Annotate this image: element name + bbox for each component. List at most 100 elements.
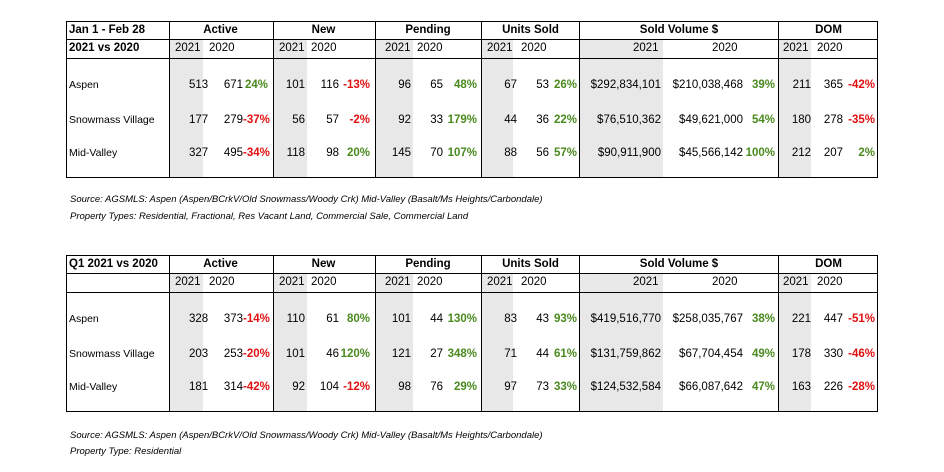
year-header: 2021 — [279, 276, 305, 288]
change-percent: 33% — [553, 381, 577, 393]
value-2021: 97 — [504, 381, 517, 393]
year-header: 2021 — [385, 276, 411, 288]
change-percent: -28% — [848, 381, 875, 393]
value-2021: 71 — [504, 348, 517, 360]
value-2021: $131,759,862 — [590, 348, 661, 360]
value-2020: 46 — [326, 348, 339, 360]
year-header: 2021 — [487, 276, 513, 288]
year-header: 2021 — [783, 276, 809, 288]
value-2020: $49,621,000 — [679, 114, 743, 126]
change-percent: 179% — [447, 114, 477, 126]
column-shade — [273, 274, 307, 411]
change-percent: 107% — [447, 147, 477, 159]
value-2021: $292,834,101 — [590, 79, 661, 91]
value-2020: 98 — [326, 147, 339, 159]
value-2020: 73 — [536, 381, 549, 393]
value-2020: 70 — [430, 147, 443, 159]
period-label: Jan 1 - Feb 28 — [69, 24, 146, 36]
year-header: 2021 — [783, 42, 809, 54]
column-divider — [481, 256, 482, 411]
change-percent: 130% — [447, 313, 477, 325]
value-2020: $67,704,454 — [679, 348, 743, 360]
column-shade — [779, 274, 811, 411]
column-divider — [169, 22, 170, 177]
value-2021: 163 — [791, 381, 811, 393]
value-2020: 365 — [823, 79, 843, 91]
change-percent: -46% — [848, 348, 875, 360]
column-divider — [375, 256, 376, 411]
change-percent: 29% — [453, 381, 477, 393]
column-header-volume: Sold Volume $ — [639, 24, 719, 36]
value-2021: 101 — [285, 79, 305, 91]
column-divider — [273, 22, 274, 177]
change-percent: -37% — [243, 114, 270, 126]
value-2021: 88 — [504, 147, 517, 159]
value-2020: $258,035,767 — [672, 313, 743, 325]
value-2021: 110 — [286, 313, 305, 325]
year-header: 2021 — [175, 42, 201, 54]
value-2020: 116 — [320, 79, 339, 91]
value-2020: 27 — [430, 348, 443, 360]
change-percent: 100% — [745, 147, 775, 159]
column-shade — [779, 40, 811, 177]
column-divider — [169, 256, 170, 411]
year-header: 2020 — [521, 276, 547, 288]
change-percent: -12% — [343, 381, 370, 393]
period-label: Q1 2021 vs 2020 — [69, 258, 158, 270]
row-label: Snowmass Village — [69, 114, 155, 126]
change-percent: 26% — [553, 79, 577, 91]
change-percent: 61% — [553, 348, 577, 360]
value-2020: 61 — [326, 313, 339, 325]
change-percent: 24% — [244, 79, 268, 91]
value-2020: 57 — [326, 114, 339, 126]
change-percent: 48% — [453, 79, 477, 91]
value-2020: 44 — [430, 313, 443, 325]
column-shade — [169, 274, 203, 411]
column-divider — [579, 256, 580, 411]
year-header: 2020 — [712, 42, 738, 54]
change-percent: 2% — [858, 147, 875, 159]
value-2021: 118 — [286, 147, 305, 159]
column-divider — [481, 22, 482, 177]
change-percent: -13% — [343, 79, 370, 91]
change-percent: 57% — [553, 147, 577, 159]
column-header-pending: Pending — [405, 258, 451, 270]
year-header: 2020 — [712, 276, 738, 288]
year-header: 2020 — [209, 42, 235, 54]
year-header: 2020 — [311, 276, 337, 288]
market-stats-table-ytd: Jan 1 - Feb 28 2021 vs 2020 Active 2021 2020… — [66, 21, 878, 178]
header-divider — [67, 292, 877, 293]
year-header: 2020 — [311, 42, 337, 54]
value-2020: $45,566,142 — [679, 147, 743, 159]
year-header: 2021 — [487, 42, 513, 54]
value-2020: 33 — [430, 114, 443, 126]
year-header: 2021 — [633, 276, 659, 288]
market-stats-table-q1: Q1 2021 vs 2020 Active 2021 2020 New 2021 2020… — [66, 255, 878, 412]
value-2021: 121 — [391, 348, 411, 360]
year-header: 2021 — [175, 276, 201, 288]
year-header: 2020 — [521, 42, 547, 54]
row-label: Mid-Valley — [69, 147, 118, 159]
value-2021: 177 — [189, 114, 209, 126]
change-percent: 38% — [751, 313, 775, 325]
value-2020: 447 — [823, 313, 843, 325]
change-percent: 80% — [346, 313, 370, 325]
value-2021: $419,516,770 — [590, 313, 661, 325]
year-header: 2021 — [633, 42, 659, 54]
source-note: Source: AGSMLS: Aspen (Aspen/BCrkV/Old S… — [70, 430, 543, 441]
change-percent: 47% — [751, 381, 775, 393]
value-2021: 98 — [398, 381, 411, 393]
compare-label: 2021 vs 2020 — [69, 42, 140, 54]
change-percent: -20% — [243, 348, 270, 360]
value-2020: 56 — [536, 147, 549, 159]
property-types-note: Property Type: Residential — [70, 446, 182, 457]
column-shade — [375, 274, 413, 411]
value-2021: 44 — [504, 114, 517, 126]
column-divider — [778, 22, 779, 177]
row-label: Aspen — [69, 79, 99, 91]
value-2020: 104 — [319, 381, 339, 393]
value-2020: 278 — [823, 114, 843, 126]
change-percent: 20% — [346, 147, 370, 159]
change-percent: 348% — [447, 348, 477, 360]
change-percent: 49% — [751, 348, 775, 360]
